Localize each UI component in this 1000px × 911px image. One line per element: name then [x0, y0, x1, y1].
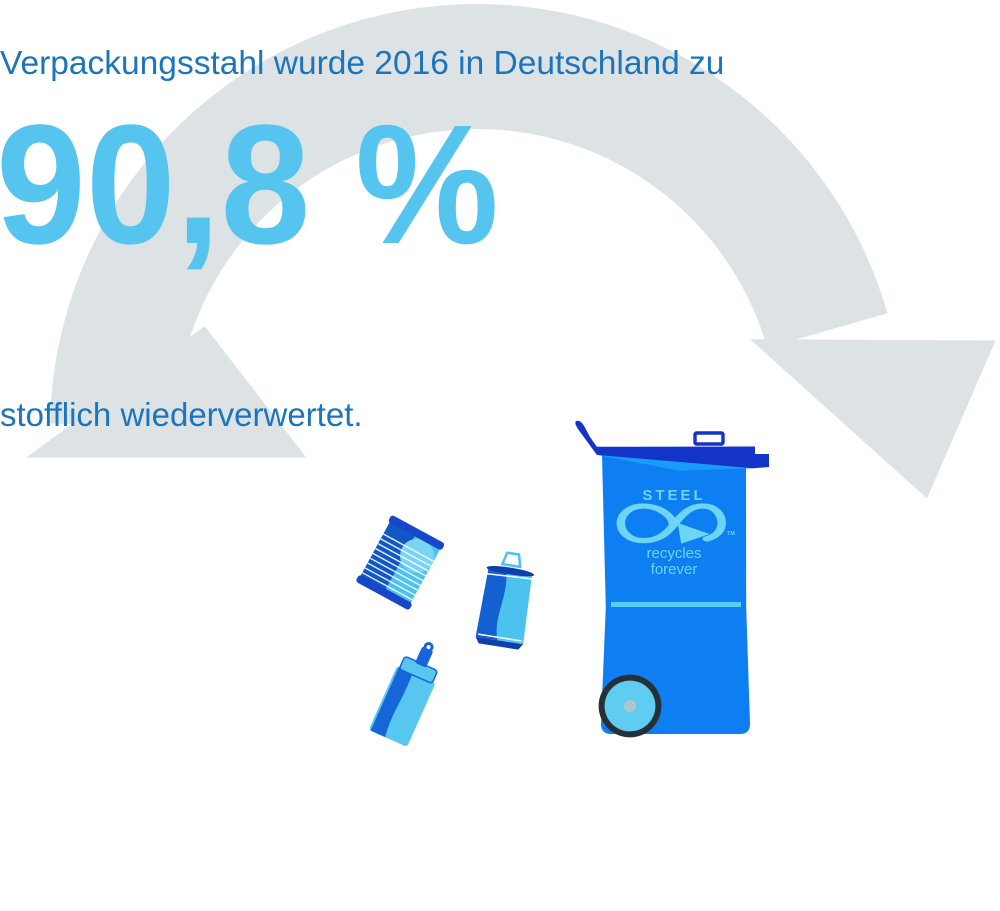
svg-text:recycles: recycles: [646, 545, 701, 562]
svg-text:forever: forever: [651, 561, 698, 578]
svg-text:TM: TM: [727, 531, 735, 537]
svg-text:STEEL: STEEL: [642, 487, 705, 504]
